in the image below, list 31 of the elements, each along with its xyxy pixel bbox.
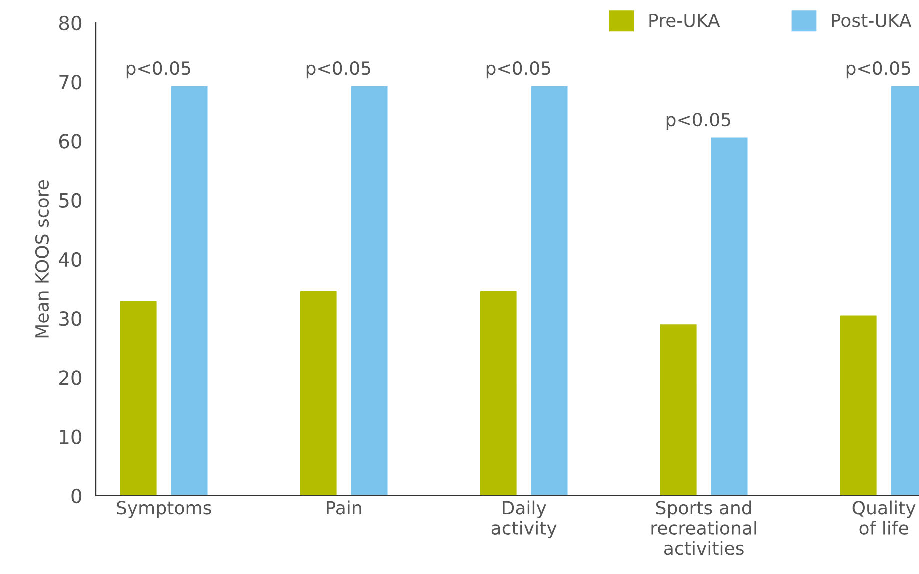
- annotation: p<0.05: [126, 62, 190, 79]
- bar: [839, 314, 878, 496]
- x-tick-label: Pain: [327, 500, 362, 515]
- y-tick-label: 60: [59, 134, 82, 149]
- annotation: p<0.05: [486, 62, 550, 79]
- annotation: p<0.05: [666, 112, 730, 130]
- legend-label: Post-UKA: [832, 14, 912, 28]
- bar: [119, 300, 158, 496]
- y-tick-label: 70: [60, 75, 82, 90]
- bar: [299, 290, 338, 496]
- bar: [479, 290, 518, 496]
- y-tick-label: 10: [60, 430, 82, 444]
- x-tick-label: Quality of life: [852, 500, 916, 535]
- y-tick-label: 50: [60, 193, 82, 208]
- bar: [530, 84, 570, 496]
- x-tick-label: Symptoms: [117, 501, 212, 518]
- annotation: p<0.05: [306, 62, 370, 79]
- y-tick-label: 40: [59, 252, 82, 268]
- y-tick-label: 80: [59, 16, 82, 31]
- y-tick-label: 30: [60, 312, 82, 326]
- annotation: p<0.05: [846, 62, 910, 79]
- legend-label: Pre-UKA: [650, 14, 720, 28]
- y-axis-title: Mean KOOS score: [35, 180, 50, 338]
- x-tick-label: Sports and recreational activities: [652, 500, 756, 556]
- y-tick-label: 0: [72, 488, 82, 504]
- bar: [659, 323, 698, 496]
- bar: [350, 84, 390, 496]
- y-tick-label: 20: [60, 370, 82, 386]
- x-tick-label: Daily activity: [492, 500, 557, 538]
- bar: [170, 84, 210, 496]
- bar: [710, 136, 750, 496]
